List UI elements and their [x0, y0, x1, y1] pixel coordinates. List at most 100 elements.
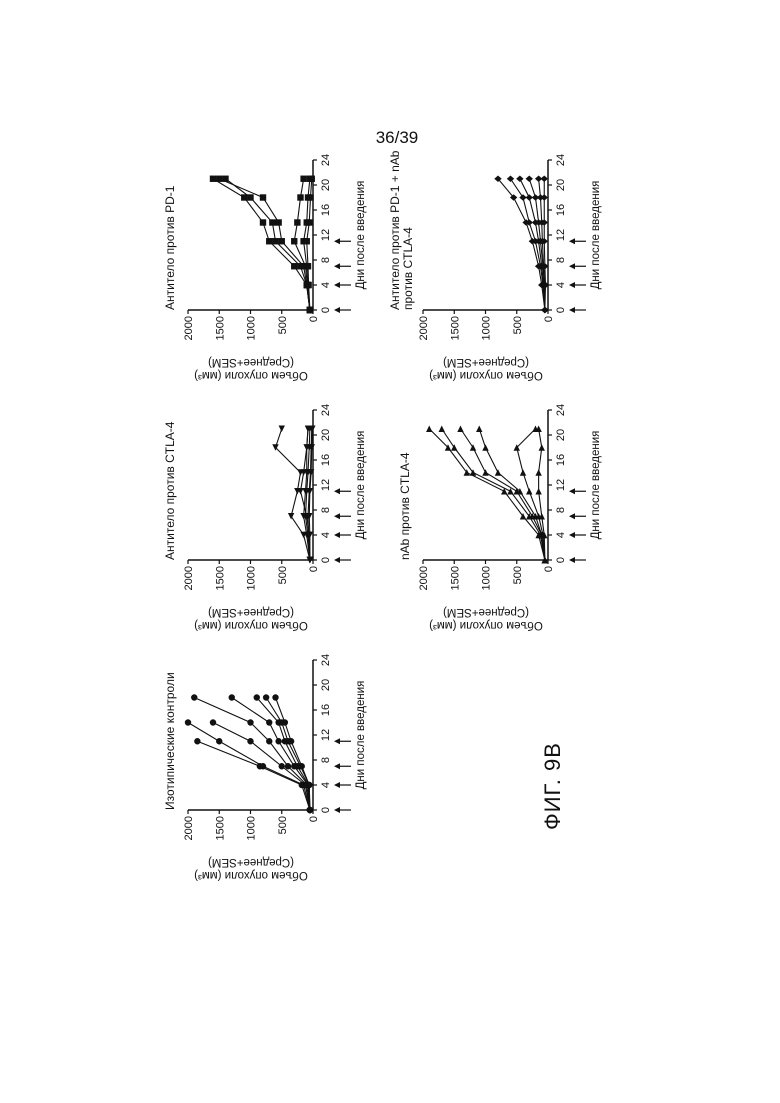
x-axis-label: Дни после введения [355, 150, 367, 320]
x-tick-label: 4 [320, 782, 332, 788]
x-tick-label: 24 [320, 404, 332, 416]
dosing-arrowhead [334, 782, 340, 788]
data-point [210, 176, 216, 182]
chart-panel-isotype: 050010001500200004812162024Изотипические… [160, 645, 365, 850]
data-point [288, 513, 294, 519]
x-tick-label: 20 [555, 429, 567, 441]
data-point [216, 176, 222, 182]
y-tick-label: 500 [512, 566, 524, 584]
x-tick-label: 24 [555, 404, 567, 416]
chart-svg: 050010001500200004812162024 [395, 145, 600, 350]
data-point [457, 426, 463, 432]
data-point [263, 694, 269, 700]
y-tick-label: 0 [308, 566, 320, 572]
dosing-arrowhead [569, 557, 575, 563]
dosing-arrowhead [569, 238, 575, 244]
data-point [260, 763, 266, 769]
data-point [307, 807, 313, 813]
data-point [269, 219, 275, 225]
chart-title: nAb против CTLA-4 [399, 390, 412, 560]
data-point [260, 219, 266, 225]
y-tick-label: 1500 [214, 316, 226, 340]
data-point [507, 176, 514, 182]
y-tick-label: 1500 [214, 816, 226, 840]
x-tick-label: 0 [320, 807, 332, 813]
dosing-arrowhead [334, 282, 340, 288]
chart-svg: 050010001500200004812162024 [395, 395, 600, 600]
data-point [194, 738, 200, 744]
y-tick-label: 1000 [246, 566, 258, 590]
y-tick-label: 1500 [449, 566, 461, 590]
x-tick-label: 12 [555, 229, 567, 241]
dosing-arrowhead [569, 513, 575, 519]
dosing-arrowhead [334, 307, 340, 313]
dosing-arrowhead [569, 488, 575, 494]
data-point [305, 282, 311, 288]
data-point [241, 194, 247, 200]
y-tick-label: 500 [277, 566, 289, 584]
dosing-arrowhead [334, 738, 340, 744]
data-point [535, 469, 541, 475]
data-point [247, 194, 253, 200]
dosing-arrowhead [569, 307, 575, 313]
data-point [266, 719, 272, 725]
x-tick-label: 16 [320, 454, 332, 466]
y-tick-label: 2000 [418, 566, 430, 590]
y-axis-label: Объем опухоли (мм³) (Среднее+SEM) [181, 355, 321, 381]
data-point [541, 176, 548, 182]
x-axis-label: Дни после введения [355, 400, 367, 570]
y-tick-label: 1500 [449, 316, 461, 340]
y-tick-label: 1000 [481, 316, 493, 340]
dosing-arrowhead [569, 532, 575, 538]
x-tick-label: 4 [320, 282, 332, 288]
y-axis-label: Объем опухоли (мм³) (Среднее+SEM) [181, 855, 321, 881]
x-tick-label: 12 [320, 729, 332, 741]
figure-label: ФИГ. 9B [540, 742, 566, 830]
chart-title: Изотипические контроли [164, 640, 177, 810]
data-point [291, 263, 297, 269]
dosing-arrowhead [334, 263, 340, 269]
x-tick-label: 12 [320, 229, 332, 241]
dosing-arrowhead [334, 513, 340, 519]
dosing-arrowhead [334, 763, 340, 769]
figure-rotated-container: 050010001500200004812162024Изотипические… [160, 170, 610, 850]
data-point [279, 238, 285, 244]
data-point [191, 694, 197, 700]
data-point [185, 719, 191, 725]
x-tick-label: 0 [320, 307, 332, 313]
x-tick-label: 24 [320, 154, 332, 166]
data-point [482, 444, 488, 450]
data-point [247, 738, 253, 744]
data-point [510, 194, 517, 200]
x-tick-label: 16 [555, 204, 567, 216]
data-point [275, 219, 281, 225]
data-point [309, 176, 315, 182]
y-tick-label: 0 [308, 316, 320, 322]
x-tick-label: 8 [555, 257, 567, 263]
y-tick-label: 500 [277, 316, 289, 334]
y-axis-label: Объем опухоли (мм³) (Среднее+SEM) [416, 355, 556, 381]
x-tick-label: 20 [320, 179, 332, 191]
y-tick-label: 2000 [418, 316, 430, 340]
data-point [279, 763, 285, 769]
data-point [495, 469, 501, 475]
chart-svg: 050010001500200004812162024 [160, 395, 365, 600]
data-point [300, 176, 306, 182]
dosing-arrowhead [334, 532, 340, 538]
x-tick-label: 0 [555, 557, 567, 563]
chart-title: Антитело против CTLA-4 [164, 390, 177, 560]
data-point [297, 194, 303, 200]
x-axis-label: Дни после введения [590, 400, 602, 570]
y-tick-label: 1500 [214, 566, 226, 590]
y-tick-label: 2000 [183, 316, 195, 340]
y-tick-label: 1000 [246, 316, 258, 340]
y-tick-label: 500 [277, 816, 289, 834]
data-point [266, 238, 272, 244]
data-point [260, 194, 266, 200]
data-point [216, 738, 222, 744]
data-point [306, 782, 312, 788]
x-tick-label: 16 [555, 454, 567, 466]
x-tick-label: 20 [320, 429, 332, 441]
series-line [257, 698, 310, 811]
x-tick-label: 20 [555, 179, 567, 191]
